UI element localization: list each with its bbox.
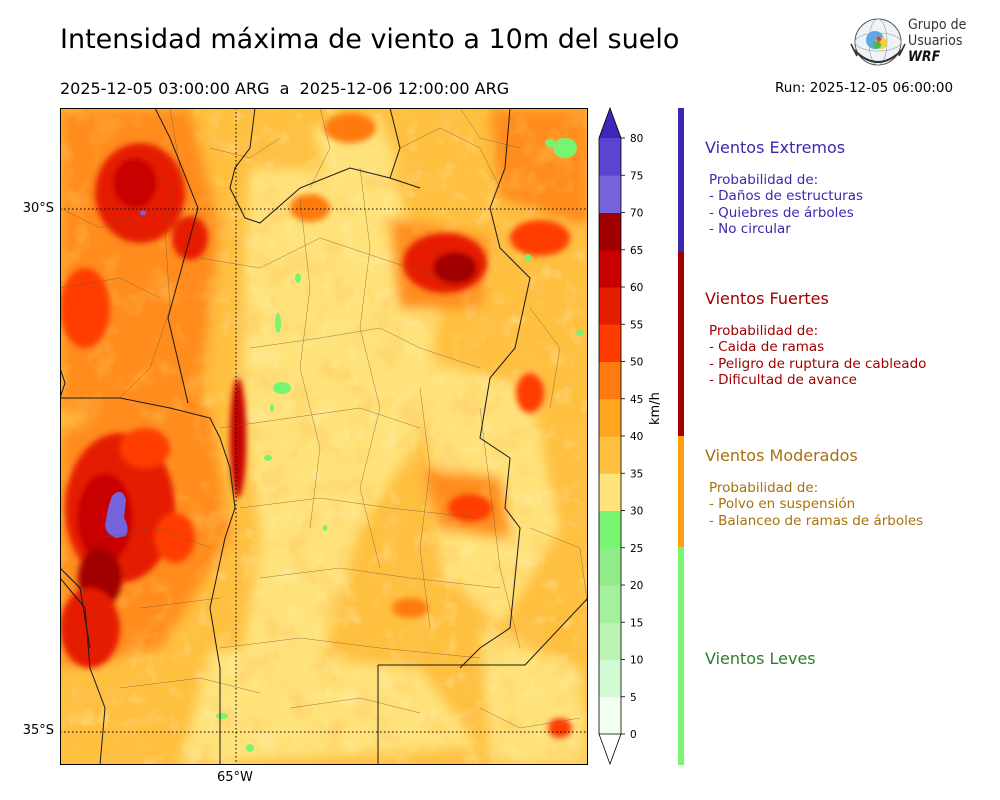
colorbar-tick-label: 50 xyxy=(630,357,643,369)
map-title: Intensidad máxima de viento a 10m del su… xyxy=(60,24,680,55)
category-bar xyxy=(678,436,684,547)
colorbar-segment xyxy=(599,473,621,511)
colorbar-segment xyxy=(599,659,621,698)
colorbar-segment xyxy=(599,175,621,213)
run-label: Run: 2025-12-05 06:00:00 xyxy=(775,80,954,96)
colorbar-tick-label: 5 xyxy=(630,692,637,704)
wrf-logo: Grupo de Usuarios WRF xyxy=(848,16,972,72)
logo-text-line1: Grupo de xyxy=(908,17,967,33)
colorbar: 0 5 10 15 20 25 30 35 40 45 50 55 60 65 70 75 80 xyxy=(598,106,643,766)
colorbar-segment xyxy=(599,138,621,176)
colorbar-tick-label: 30 xyxy=(630,506,643,518)
date-range: 2025-12-05 03:00:00 ARG a 2025-12-06 12:… xyxy=(60,79,510,98)
category-description-line: Probabilidad de: xyxy=(709,480,819,496)
colorbar-tick-label: 55 xyxy=(630,319,643,331)
colorbar-tick-label: 75 xyxy=(630,170,643,182)
colorbar-segment xyxy=(599,696,621,735)
colorbar-unit-label: km/h xyxy=(648,392,663,425)
colorbar-segment xyxy=(599,398,621,437)
colorbar-tick-label: 10 xyxy=(630,655,643,667)
colorbar-segment xyxy=(599,287,621,325)
colorbar-tick-label: 0 xyxy=(630,729,637,741)
colorbar-segment xyxy=(599,547,621,586)
colorbar-tick-label: 20 xyxy=(630,580,643,592)
category-description-line: - Daños de estructuras xyxy=(709,188,864,205)
colorbar-extend-bottom xyxy=(598,733,622,766)
colorbar-segment xyxy=(599,249,621,288)
colorbar-segment xyxy=(599,361,621,400)
colorbar-tick-label: 45 xyxy=(630,394,643,406)
colorbar-outline xyxy=(598,106,622,734)
category-description-line: - Peligro de ruptura de cableado xyxy=(709,355,927,372)
colorbar-tick-label: 15 xyxy=(630,617,643,629)
colorbar-tick-label: 70 xyxy=(630,208,643,220)
category-description-line: - No circular xyxy=(709,220,791,237)
category-description-line: - Polvo en suspensión xyxy=(709,496,856,513)
category-description-line: - Quiebres de árboles xyxy=(709,204,854,221)
category-description-line: - Dificultad de avance xyxy=(709,371,857,388)
province-boundaries xyxy=(60,108,588,765)
category-title: Vientos Leves xyxy=(705,649,816,668)
category-description-line: - Caida de ramas xyxy=(709,339,825,356)
colorbar-segment xyxy=(599,324,621,362)
category-description-line: Probabilidad de: xyxy=(709,172,819,188)
colorbar-tick-label: 40 xyxy=(630,431,643,443)
colorbar-segment xyxy=(599,436,621,474)
category-bar xyxy=(678,108,684,252)
logo-text-line3: WRF xyxy=(908,49,941,65)
wrf-globe-logo-icon xyxy=(850,18,906,66)
lon-label-65w: 65°W xyxy=(217,770,253,785)
category-bar xyxy=(678,252,684,436)
colorbar-tick-label: 65 xyxy=(630,245,643,257)
lat-label-30s: 30°S xyxy=(22,201,54,216)
colorbar-segment xyxy=(599,622,621,660)
colorbar-segment xyxy=(599,585,621,623)
category-description-line: Probabilidad de: xyxy=(709,323,819,339)
department-boundaries xyxy=(60,108,588,729)
colorbar-tick-label: 80 xyxy=(630,133,643,145)
colorbar-tick-label: 60 xyxy=(630,282,643,294)
logo-text-line2: Usuarios xyxy=(908,33,963,49)
colorbar-segment xyxy=(599,510,621,549)
lat-label-35s: 35°S xyxy=(22,723,54,738)
wind-speed-map xyxy=(60,108,588,765)
colorbar-segment xyxy=(599,212,621,251)
category-description-line: - Balanceo de ramas de árboles xyxy=(709,512,924,529)
category-title: Vientos Extremos xyxy=(705,138,846,157)
colorbar-extend-top xyxy=(599,108,621,138)
graticule xyxy=(60,108,588,765)
category-title: Vientos Moderados xyxy=(705,446,858,465)
extreme-wind-zones xyxy=(105,210,146,538)
map-frame xyxy=(60,108,588,765)
light-wind-patches xyxy=(216,138,584,752)
category-title: Vientos Fuertes xyxy=(705,289,829,308)
category-bar xyxy=(678,547,684,765)
colorbar-tick-label: 35 xyxy=(630,468,643,480)
colorbar-tick-label: 25 xyxy=(630,543,643,555)
